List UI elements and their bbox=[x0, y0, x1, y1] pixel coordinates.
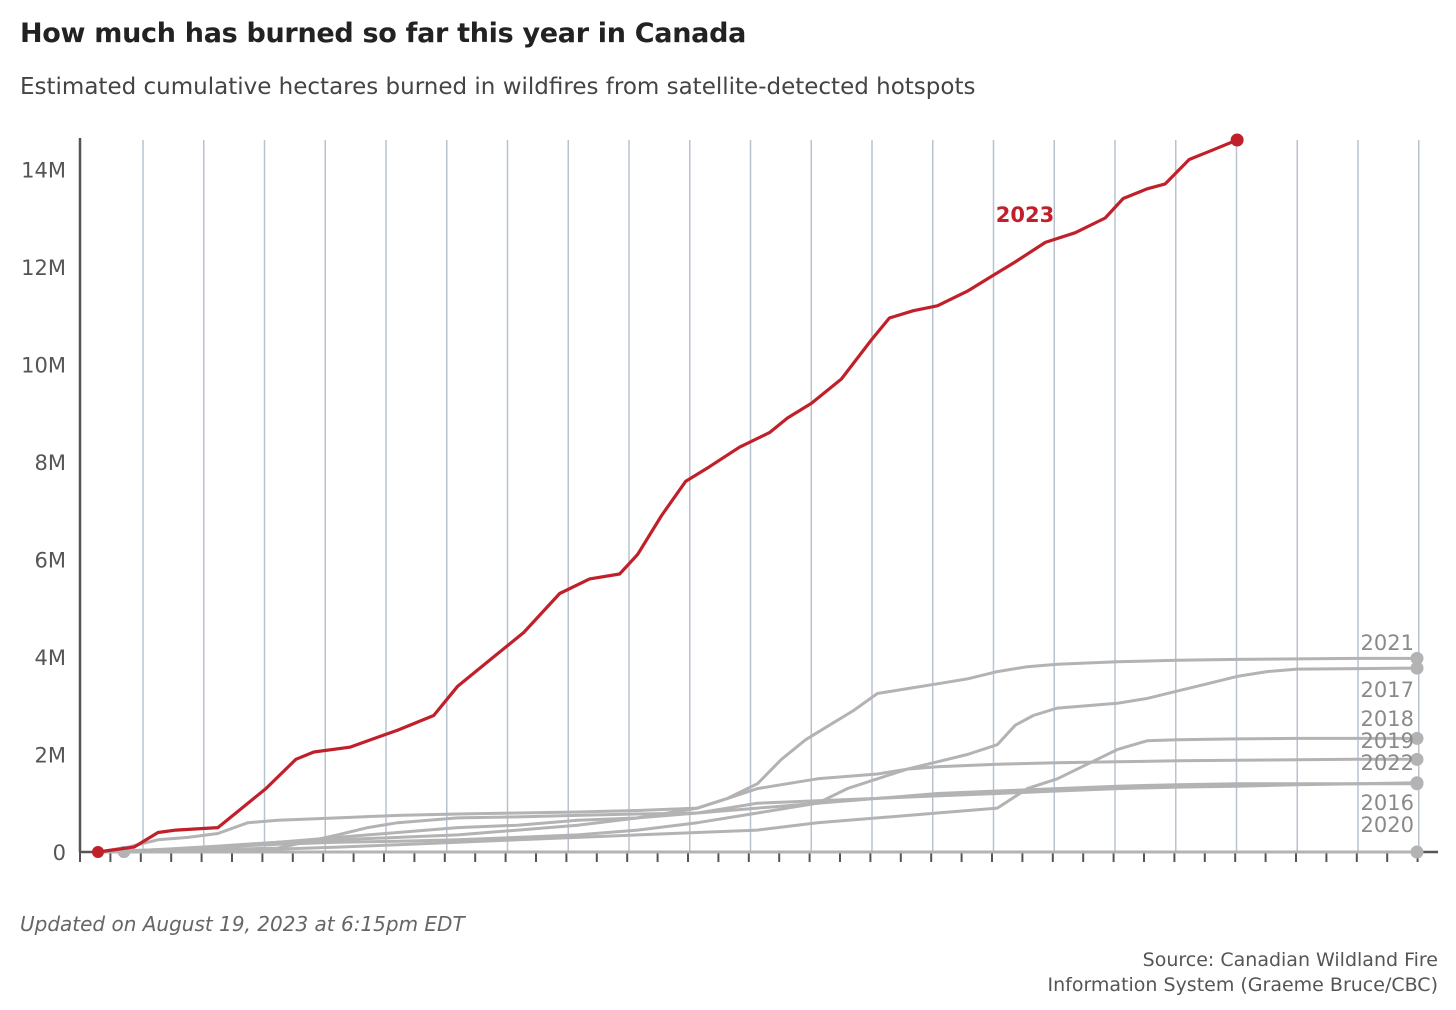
series-line-2019 bbox=[96, 782, 1419, 854]
chart-title: How much has burned so far this year in … bbox=[20, 18, 747, 49]
series-line-2021 bbox=[96, 656, 1419, 854]
y-tick-label: 12M bbox=[21, 256, 66, 280]
y-tick-label: 0 bbox=[53, 841, 66, 865]
series-end-dot-2016 bbox=[1410, 776, 1424, 790]
y-tick-label: 2M bbox=[35, 743, 66, 767]
series-label-2017: 2017 bbox=[1361, 678, 1414, 702]
series-label-2023: 2023 bbox=[996, 203, 1054, 227]
y-tick-label: 4M bbox=[35, 646, 66, 670]
updated-timestamp: Updated on August 19, 2023 at 6:15pm EDT bbox=[20, 912, 465, 936]
y-tick-label: 10M bbox=[21, 353, 66, 377]
series-line-2023 bbox=[96, 138, 1239, 854]
y-tick-label: 14M bbox=[21, 158, 66, 182]
y-tick-label: 8M bbox=[35, 451, 66, 475]
series-label-2020: 2020 bbox=[1361, 813, 1414, 837]
source-line-2: Information System (Graeme Bruce/CBC) bbox=[1047, 974, 1438, 996]
series-end-dot-2020 bbox=[1410, 845, 1424, 859]
chart-subtitle: Estimated cumulative hectares burned in … bbox=[20, 74, 976, 100]
series-label-2019: 2019 bbox=[1361, 729, 1414, 753]
series-line-2022 bbox=[96, 757, 1419, 854]
series-end-dot-2018 bbox=[1410, 731, 1424, 745]
series-label-2021: 2021 bbox=[1361, 631, 1414, 655]
line-chart: 02M4M6M8M10M12M14M2023202120172018201920… bbox=[21, 133, 1438, 865]
series-end-dot-2022 bbox=[1410, 752, 1424, 766]
series-label-2016: 2016 bbox=[1361, 791, 1414, 815]
series-label-2022: 2022 bbox=[1361, 751, 1414, 775]
source-credit: Source: Canadian Wildland Fire Informati… bbox=[1047, 948, 1438, 998]
series-label-2018: 2018 bbox=[1361, 707, 1414, 731]
series-end-dot-2017 bbox=[1410, 661, 1424, 675]
series-start-dot-2023 bbox=[92, 846, 104, 858]
source-line-1: Source: Canadian Wildland Fire bbox=[1142, 949, 1438, 971]
series-end-dot-2023 bbox=[1230, 133, 1244, 147]
series-line-2016 bbox=[96, 781, 1419, 854]
y-tick-label: 6M bbox=[35, 548, 66, 572]
series-end-dot-2021 bbox=[1410, 651, 1424, 665]
series-line-2018 bbox=[96, 736, 1419, 854]
